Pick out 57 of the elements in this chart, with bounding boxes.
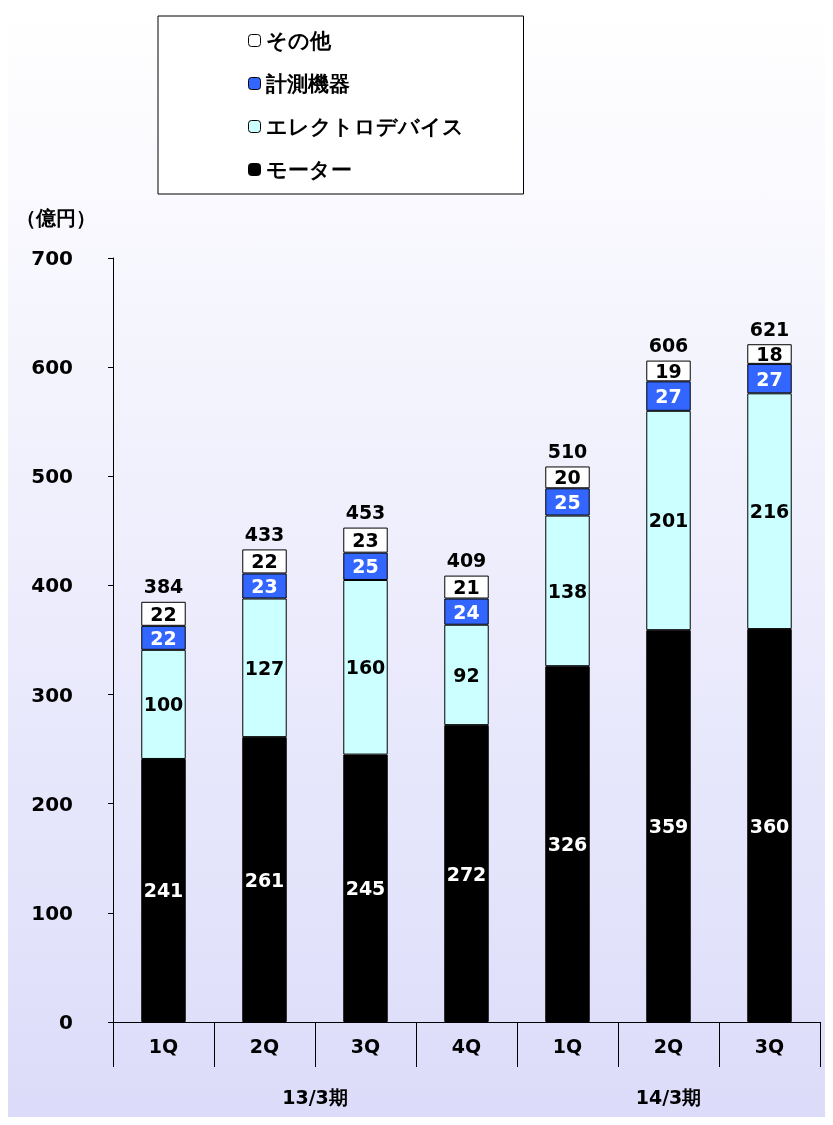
data-label: 326 (547, 833, 588, 856)
x-tick-label: 1Q (148, 1034, 179, 1057)
text: 14/3期 (635, 1086, 702, 1108)
data-label: 25 (352, 555, 379, 578)
data-label: 216 (749, 500, 790, 523)
data-label: 92 (453, 663, 480, 686)
total-label: 409 (446, 549, 487, 572)
data-label: 27 (655, 385, 682, 408)
y-tick-label: 400 (31, 573, 73, 598)
x-tick-label: 1Q (552, 1034, 583, 1057)
data-label: 360 (749, 814, 790, 837)
data-label: 18 (756, 343, 783, 366)
data-label: 127 (244, 656, 285, 679)
data-label: 272 (446, 862, 487, 885)
data-label: 20 (554, 466, 581, 489)
y-tick-label: 300 (31, 682, 73, 707)
y-tick-label: 600 (31, 355, 73, 380)
legend-label: その他 (265, 28, 332, 53)
data-label: 245 (345, 877, 386, 900)
data-label: 21 (453, 576, 480, 599)
y-tick-label: 700 (31, 246, 73, 270)
data-label: 261 (244, 868, 285, 891)
x-tick-label: 2Q (653, 1034, 684, 1057)
x-tick-label: 3Q (754, 1034, 785, 1057)
legend-label: 計測機器 (264, 71, 350, 96)
total-label: 384 (143, 575, 184, 598)
data-label: 138 (547, 579, 588, 602)
y-tick-label: 0 (59, 1010, 73, 1034)
data-label: 100 (143, 693, 184, 716)
data-label: 22 (251, 550, 278, 573)
total-label: 453 (345, 501, 386, 524)
x-tick-label: 2Q (249, 1034, 280, 1057)
data-label: 27 (756, 367, 783, 390)
total-label: 433 (244, 522, 285, 545)
total-label: 621 (749, 317, 790, 340)
total-label: 606 (648, 334, 689, 357)
text: 13/3期 (282, 1086, 348, 1108)
data-label: 22 (150, 626, 177, 649)
y-tick-label: 100 (31, 900, 73, 925)
y-tick-label: 200 (31, 791, 73, 816)
x-tick-label: 3Q (350, 1034, 381, 1057)
data-label: 23 (352, 529, 379, 552)
data-label: 22 (150, 602, 177, 625)
data-label: 25 (554, 490, 581, 513)
data-label: 201 (648, 509, 689, 532)
x-tick-label: 4Q (451, 1034, 482, 1057)
data-label: 241 (143, 879, 184, 902)
data-label: 24 (453, 600, 480, 623)
y-axis-title: （億円） (16, 206, 96, 230)
legend-label: モーター (265, 157, 352, 182)
data-label: 19 (655, 359, 682, 382)
total-label: 510 (547, 439, 588, 462)
data-label: 23 (251, 574, 278, 597)
data-label: 160 (345, 656, 386, 679)
legend-label: エレクトロデバイス (265, 114, 464, 139)
data-label: 359 (648, 815, 689, 838)
y-tick-label: 500 (31, 464, 73, 489)
